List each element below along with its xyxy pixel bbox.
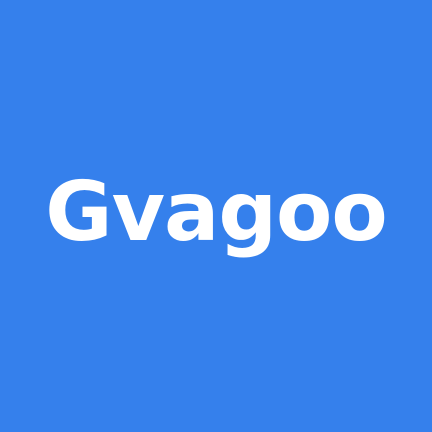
brand-wordmark: Gvagoo bbox=[45, 165, 387, 260]
